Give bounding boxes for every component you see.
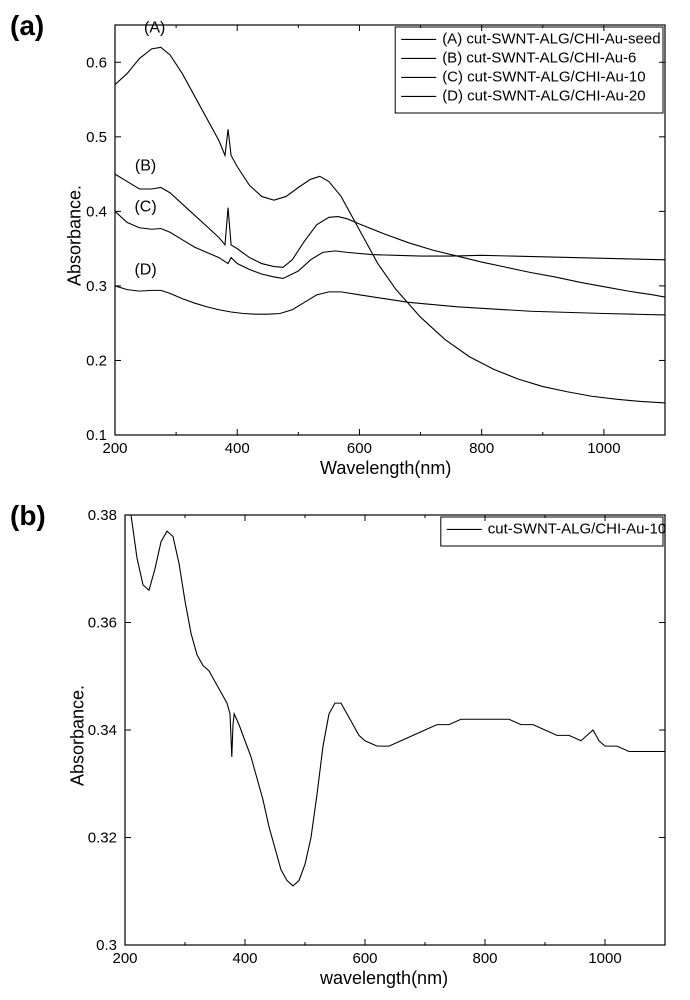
svg-text:0.6: 0.6	[86, 54, 107, 71]
svg-text:(D): (D)	[134, 262, 156, 279]
panel-a-ylabel: Absorbance.	[65, 176, 86, 296]
svg-text:0.1: 0.1	[86, 427, 107, 444]
svg-text:800: 800	[469, 440, 494, 457]
svg-text:0.32: 0.32	[88, 830, 117, 847]
svg-text:600: 600	[352, 950, 377, 967]
svg-text:0.3: 0.3	[86, 278, 107, 295]
svg-text:0.4: 0.4	[86, 203, 107, 220]
panel-a: (a) Absorbance. Wavelength(nm) 200400600…	[30, 10, 680, 480]
svg-text:cut-SWNT-ALG/CHI-Au-10: cut-SWNT-ALG/CHI-Au-10	[488, 520, 666, 537]
svg-text:0.2: 0.2	[86, 352, 107, 369]
svg-text:0.3: 0.3	[96, 937, 117, 954]
svg-text:800: 800	[472, 950, 497, 967]
svg-text:(B): (B)	[135, 157, 156, 174]
svg-text:(A) cut-SWNT-ALG/CHI-Au-seed: (A) cut-SWNT-ALG/CHI-Au-seed	[442, 30, 660, 47]
svg-text:0.5: 0.5	[86, 129, 107, 146]
svg-text:(D) cut-SWNT-ALG/CHI-Au-20: (D) cut-SWNT-ALG/CHI-Au-20	[442, 87, 645, 104]
svg-text:0.38: 0.38	[88, 507, 117, 524]
panel-a-chart: 20040060080010000.10.20.30.40.50.6(A)(B)…	[30, 10, 680, 480]
panel-a-label: (a)	[10, 10, 44, 42]
svg-text:(A): (A)	[144, 19, 165, 36]
panel-b-chart: 20040060080010000.30.320.340.360.38cut-S…	[30, 500, 680, 990]
svg-text:0.34: 0.34	[88, 722, 117, 739]
panel-a-xlabel: Wavelength(nm)	[320, 458, 451, 479]
svg-text:1000: 1000	[588, 950, 621, 967]
panel-b: (b) Absorbance. wavelength(nm) 200400600…	[30, 500, 680, 990]
svg-text:400: 400	[225, 440, 250, 457]
svg-text:1000: 1000	[587, 440, 620, 457]
svg-text:(C): (C)	[134, 198, 156, 215]
svg-text:(B) cut-SWNT-ALG/CHI-Au-6: (B) cut-SWNT-ALG/CHI-Au-6	[442, 49, 636, 66]
svg-text:(C) cut-SWNT-ALG/CHI-Au-10: (C) cut-SWNT-ALG/CHI-Au-10	[442, 68, 645, 85]
panel-b-ylabel: Absorbance.	[68, 676, 89, 796]
svg-text:0.36: 0.36	[88, 615, 117, 632]
figure-container: (a) Absorbance. Wavelength(nm) 200400600…	[0, 0, 690, 1000]
svg-text:600: 600	[347, 440, 372, 457]
panel-b-xlabel: wavelength(nm)	[320, 968, 448, 989]
svg-text:400: 400	[232, 950, 257, 967]
panel-b-label: (b)	[10, 500, 46, 532]
